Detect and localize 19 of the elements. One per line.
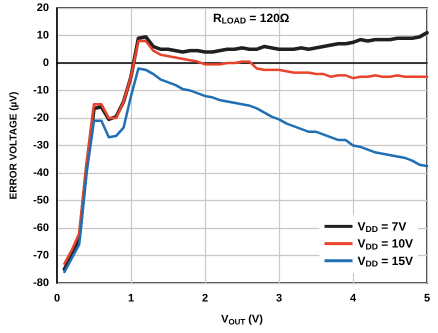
y-tick-label: -40 [33, 167, 49, 179]
y-axis-title: ERROR VOLTAGE (µV) [8, 92, 20, 200]
x-tick-label: 0 [54, 292, 60, 304]
x-tick-label: 1 [128, 292, 134, 304]
y-tick-label: -50 [33, 194, 49, 206]
y-tick-label: 0 [42, 57, 49, 69]
y-tick-label: 10 [36, 30, 49, 42]
y-tick-label: -10 [33, 84, 49, 96]
x-tick-label: 5 [424, 292, 430, 304]
x-tick-label: 3 [276, 292, 282, 304]
y-tick-label: 20 [36, 2, 49, 14]
y-tick-label: -30 [33, 140, 49, 152]
x-tick-label: 2 [202, 292, 208, 304]
y-tick-label: -80 [33, 277, 49, 289]
y-tick-label: -60 [33, 222, 49, 234]
x-tick-label: 4 [350, 292, 357, 304]
line-series [63, 67, 428, 274]
y-tick-label: -70 [33, 250, 49, 262]
y-tick-label: -20 [33, 112, 49, 124]
